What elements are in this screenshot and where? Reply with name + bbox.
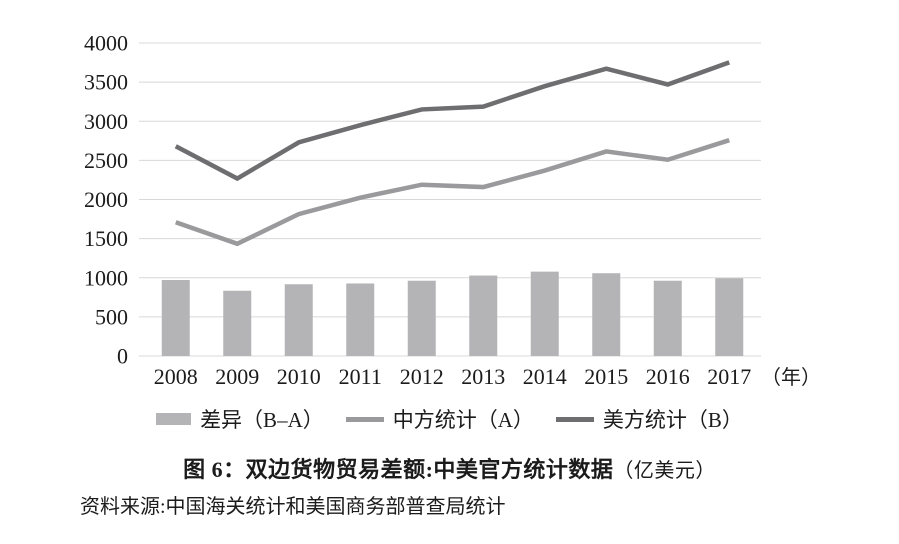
legend-label-difference: 差异（B–A）: [200, 408, 324, 432]
difference-bar: [592, 273, 621, 356]
x-axis-year-label: 2014: [523, 364, 567, 389]
y-axis-tick-label: 2500: [84, 148, 128, 173]
x-axis-year-label: 2017: [707, 364, 751, 389]
statistics-line: [174, 60, 731, 182]
source-note: 资料来源:中国海关统计和美国商务部普查局统计: [80, 496, 506, 518]
x-axis-year-label: 2012: [400, 364, 444, 389]
y-axis-tick-label: 500: [95, 304, 128, 329]
difference-bar: [346, 283, 375, 356]
difference-bar: [284, 284, 313, 356]
legend-item-us-stats: 美方统计（B）: [555, 404, 743, 434]
difference-bar: [223, 290, 252, 356]
chart-legend: 差异（B–A） 中方统计（A） 美方统计（B）: [0, 400, 899, 438]
y-axis-tick-label: 1500: [84, 226, 128, 251]
x-axis-year-label: 2008: [154, 364, 198, 389]
x-axis-year-label: 2009: [215, 364, 259, 389]
legend-item-difference: 差异（B–A）: [156, 404, 324, 434]
legend-label-china-stats: 中方统计（A）: [392, 408, 534, 432]
y-axis-tick-label: 4000: [84, 31, 128, 56]
legend-dark-line-swatch-icon: [555, 416, 594, 422]
y-axis-tick-label: 3500: [84, 70, 128, 95]
difference-bar: [161, 280, 190, 356]
figure-caption: 图 6：双边货物贸易差额:中美官方统计数据（亿美元）: [0, 452, 899, 484]
statistics-line: [175, 138, 730, 247]
x-axis-unit-label: （年）: [761, 366, 821, 389]
x-axis-year-label: 2016: [646, 364, 690, 389]
y-axis-tick-label: 2000: [84, 187, 128, 212]
bar-line-chart-canvas: 0 500 1000 1500 2000 2500 3000 3500 4000 2008 2009…: [84, 31, 821, 390]
y-axis-tick-label: 3000: [84, 109, 128, 134]
legend-item-china-stats: 中方统计（A）: [345, 404, 534, 434]
difference-bar: [715, 278, 744, 356]
difference-bar: [407, 280, 436, 356]
difference-bar: [653, 280, 682, 356]
x-axis-year-label: 2011: [339, 364, 382, 389]
figure-caption-title: 图 6：双边货物贸易差额:中美官方统计数据: [183, 457, 614, 482]
x-axis-year-label: 2013: [461, 364, 505, 389]
legend-label-us-stats: 美方统计（B）: [602, 408, 743, 432]
legend-bar-swatch-icon: [156, 413, 192, 425]
figure-caption-unit: （亿美元）: [613, 460, 716, 482]
x-axis-year-label: 2015: [584, 364, 628, 389]
legend-light-line-swatch-icon: [345, 416, 384, 422]
y-axis-tick-label: 1000: [84, 265, 128, 290]
y-axis-tick-label: 0: [117, 344, 128, 369]
difference-bar: [469, 275, 498, 356]
difference-bar: [530, 271, 559, 356]
x-axis-year-label: 2010: [277, 364, 321, 389]
